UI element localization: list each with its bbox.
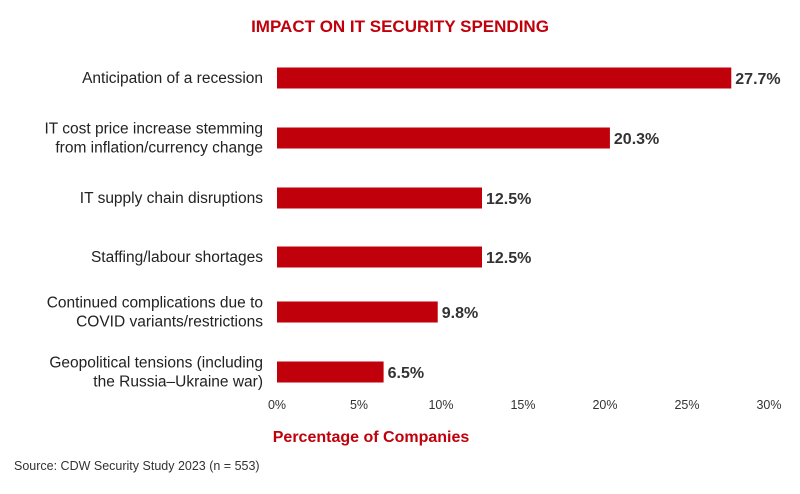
chart-title: IMPACT ON IT SECURITY SPENDING [251,17,549,36]
x-tick-label-3: 10% [428,398,453,412]
bar-5 [277,301,438,323]
bar-1 [277,67,732,89]
x-axis-label: Percentage of Companies [273,429,470,446]
value-label-3: 12.5% [486,191,531,208]
x-tick-label-4: 15% [510,398,535,412]
bar-6 [277,361,384,383]
value-label-4: 12.5% [486,250,531,267]
x-tick-label-2: 5% [350,398,368,412]
value-label-2: 20.3% [614,131,659,148]
source-note: Source: CDW Security Study 2023 (n = 553… [14,459,260,473]
x-tick-label-6: 25% [674,398,699,412]
category-label-1: Anticipation of a recession [82,70,263,87]
value-label-5: 9.8% [442,305,478,322]
category-label-6: Geopolitical tensions (including the Russ… [49,355,263,391]
x-tick-label-7: 30% [756,398,781,412]
value-label-1: 27.7% [735,71,780,88]
bar-3 [277,187,482,209]
x-tick-label-5: 20% [592,398,617,412]
category-label-4: Staffing/labour shortages [91,249,263,266]
category-label-3: IT supply chain disruptions [80,190,263,207]
category-label-5: Continued complications due to COVID vari… [47,295,264,331]
value-label-6: 6.5% [388,365,424,382]
bar-4 [277,246,482,268]
category-label-2: IT cost price increase stemming from infl… [44,121,263,157]
x-tick-label-1: 0% [268,398,286,412]
bar-2 [277,127,610,149]
